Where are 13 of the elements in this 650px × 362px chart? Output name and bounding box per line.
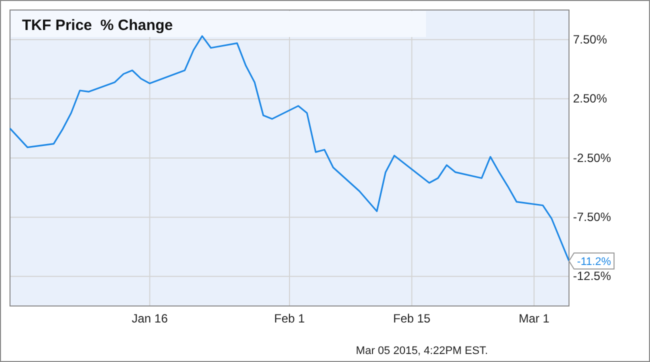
x-tick-label: Feb 15 xyxy=(393,312,431,326)
annotation: -11.2% xyxy=(577,256,612,268)
text: Mar 05 2015, 4:22PM EST. xyxy=(356,345,488,357)
y-tick-label: -2.50% xyxy=(573,150,612,165)
x-tick-label: Mar 1 xyxy=(518,312,550,326)
y-tick-label: 2.50% xyxy=(573,92,608,106)
x-tick-label: Jan 16 xyxy=(132,312,168,326)
line-series xyxy=(9,35,570,262)
y-tick-label: -7.50% xyxy=(573,210,612,224)
y-tick-label: 7.50% xyxy=(573,32,608,46)
text: TKF Price % Change xyxy=(22,17,173,34)
x-tick-label: Feb 1 xyxy=(274,312,306,326)
y-tick-label: -12.5% xyxy=(573,269,612,284)
